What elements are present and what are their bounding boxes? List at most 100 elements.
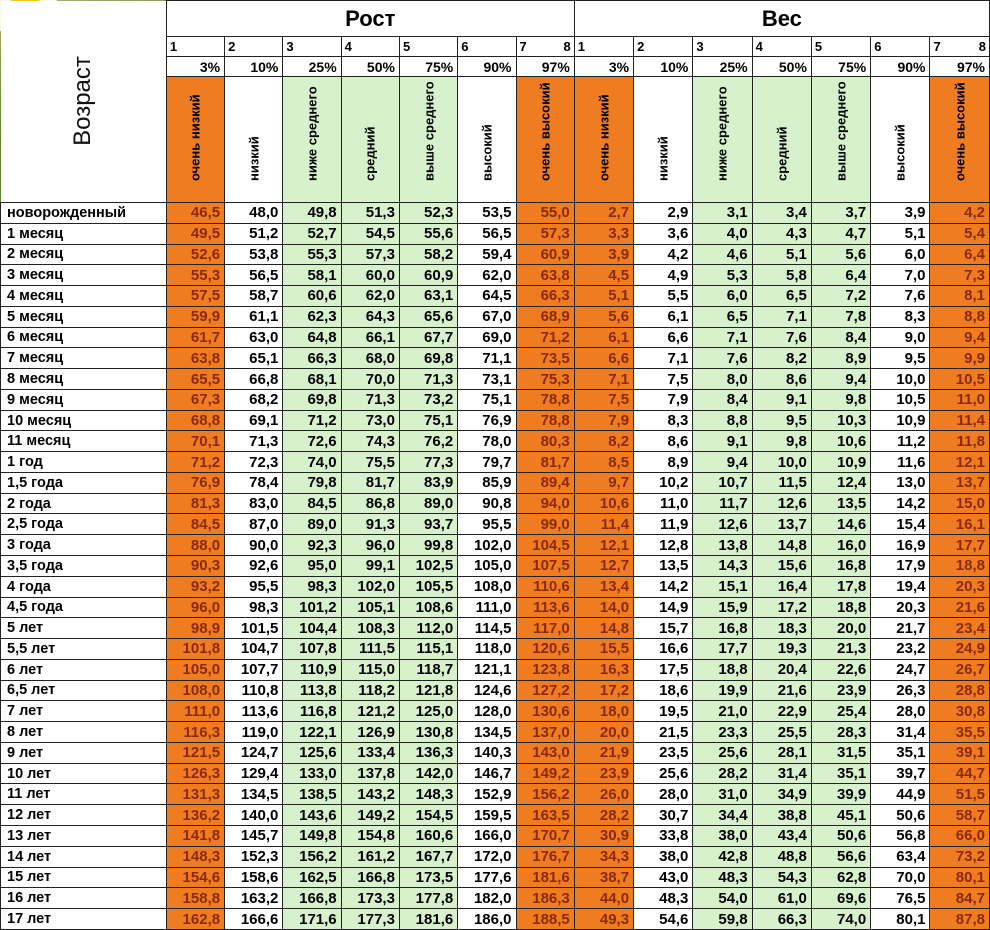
height-group-header: Рост [165,0,575,37]
weight-value-cell: 20,3 [929,575,990,598]
height-value-cell: 56,5 [457,222,517,245]
weight-value-cell: 28,0 [633,783,694,806]
weight-value-cell: 26,3 [870,679,931,702]
height-value-cell: 108,0 [165,679,226,702]
weight-value-cell: 62,8 [810,866,872,889]
category-label-cell: средний [340,76,400,203]
weight-value-cell: 8,1 [929,285,990,307]
weight-value-cell: 7,9 [633,388,694,411]
table-row: 8 лет 116,3 119,0 122,1 126,9 130,8 134,5 137,0… [0,721,990,743]
weight-value-cell: 9,4 [692,451,753,473]
height-value-cell: 181,6 [398,908,459,930]
height-value-cell: 119,0 [224,721,284,743]
weight-value-cell: 28,1 [751,741,812,764]
weight-value-cell: 5,6 [573,305,635,328]
weight-value-cell: 17,9 [870,555,931,577]
height-value-cell: 126,9 [340,721,400,743]
percentile-cell: 25% [692,56,753,77]
table-row: 17 лет 162,8 166,6 171,6 177,3 181,6 186,0 188,… [0,908,990,930]
weight-value-cell: 6,1 [573,326,635,349]
weight-value-cell: 13,0 [870,471,931,494]
height-value-cell: 104,4 [282,617,342,640]
height-value-cell: 77,3 [398,451,459,473]
height-value-cell: 62,0 [340,285,400,307]
weight-value-cell: 21,6 [751,679,812,702]
height-value-cell: 122,1 [282,721,342,743]
weight-value-cell: 17,8 [810,575,872,598]
weight-value-cell: 17,7 [692,638,753,660]
height-value-cell: 107,7 [224,658,284,681]
weight-value-cell: 7,1 [751,305,812,328]
height-value-cell: 104,7 [224,638,284,660]
column-number-cell: 2 [633,36,694,57]
column-number-cell: 5 [810,36,872,57]
height-value-cell: 64,5 [457,285,517,307]
weight-value-cell: 26,7 [929,658,990,681]
age-cell: 5,5 лет [0,638,167,660]
weight-value-cell: 11,0 [929,388,990,411]
percentile-cell: 50% [751,56,812,77]
column-number: 2 [637,39,645,54]
height-value-cell: 70,1 [165,430,226,453]
weight-value-cell: 30,8 [929,700,990,723]
weight-value-cell: 5,1 [751,243,812,266]
table-row: 8 месяц 65,5 66,8 68,1 70,0 71,3 73,1 75,3 7,1 7,… [0,368,990,390]
weight-value-cell: 13,8 [692,534,753,557]
height-value-cell: 104,5 [515,534,575,557]
height-value-cell: 73,1 [457,368,517,390]
height-value-cell: 137,8 [340,762,400,785]
height-value-cell: 84,5 [165,513,226,536]
weight-value-cell: 14,8 [751,534,812,557]
weight-value-cell: 21,3 [810,638,872,660]
column-number-cell: 2 [224,36,284,57]
weight-value-cell: 19,4 [870,575,931,598]
height-value-cell: 53,5 [457,202,517,224]
age-cell: 4 месяц [0,285,167,307]
weight-value-cell: 17,7 [929,534,990,557]
weight-value-cell: 3,9 [870,202,931,224]
weight-value-cell: 17,5 [633,658,694,681]
height-value-cell: 149,2 [515,762,575,785]
height-value-cell: 51,3 [340,202,400,224]
height-value-cell: 83,0 [224,492,284,515]
weight-value-cell: 31,4 [751,762,812,785]
height-value-cell: 67,7 [398,326,459,349]
height-value-cell: 124,7 [224,741,284,764]
weight-value-cell: 16,3 [573,658,635,681]
table-body: новорожденный 46,5 48,0 49,8 51,3 52,3 53,5 55,… [0,202,990,930]
weight-value-cell: 8,4 [810,326,872,349]
weight-value-cell: 10,6 [810,430,872,453]
weight-value-cell: 2,7 [573,202,635,224]
weight-value-cell: 16,8 [692,617,753,640]
height-value-cell: 58,2 [398,243,459,266]
weight-value-cell: 13,7 [929,471,990,494]
height-value-cell: 154,8 [340,824,400,847]
percentile-cell: 10% [224,56,284,77]
height-value-cell: 108,6 [398,596,459,619]
table-row: 5,5 лет 101,8 104,7 107,8 111,5 115,1 118,0 120… [0,638,990,660]
height-value-cell: 166,0 [457,824,517,847]
height-value-cell: 133,0 [282,762,342,785]
height-value-cell: 162,5 [282,866,342,889]
height-value-cell: 48,0 [224,202,284,224]
category-label-cell: низкий [633,76,694,203]
weight-value-cell: 8,5 [573,451,635,473]
weight-value-cell: 76,5 [870,887,931,910]
weight-value-cell: 51,5 [929,783,990,806]
weight-value-cell: 49,3 [573,908,635,930]
weight-value-cell: 70,0 [870,866,931,889]
weight-value-cell: 48,3 [692,866,753,889]
height-value-cell: 108,0 [457,575,517,598]
table-row: 2 месяц 52,6 53,8 55,3 57,3 58,2 59,4 60,9 3,9 4,… [0,243,990,266]
height-value-cell: 110,9 [282,658,342,681]
column-number-cell: 6 [870,36,931,57]
table-row: 4 месяц 57,5 58,7 60,6 62,0 63,1 64,5 66,3 5,1 5,… [0,285,990,307]
weight-value-cell: 23,9 [573,762,635,785]
height-value-cell: 54,5 [340,222,400,245]
weight-value-cell: 21,9 [573,741,635,764]
height-value-cell: 67,0 [457,305,517,328]
height-value-cell: 75,3 [515,368,575,390]
age-cell: 8 месяц [0,368,167,390]
weight-value-cell: 3,4 [751,202,812,224]
